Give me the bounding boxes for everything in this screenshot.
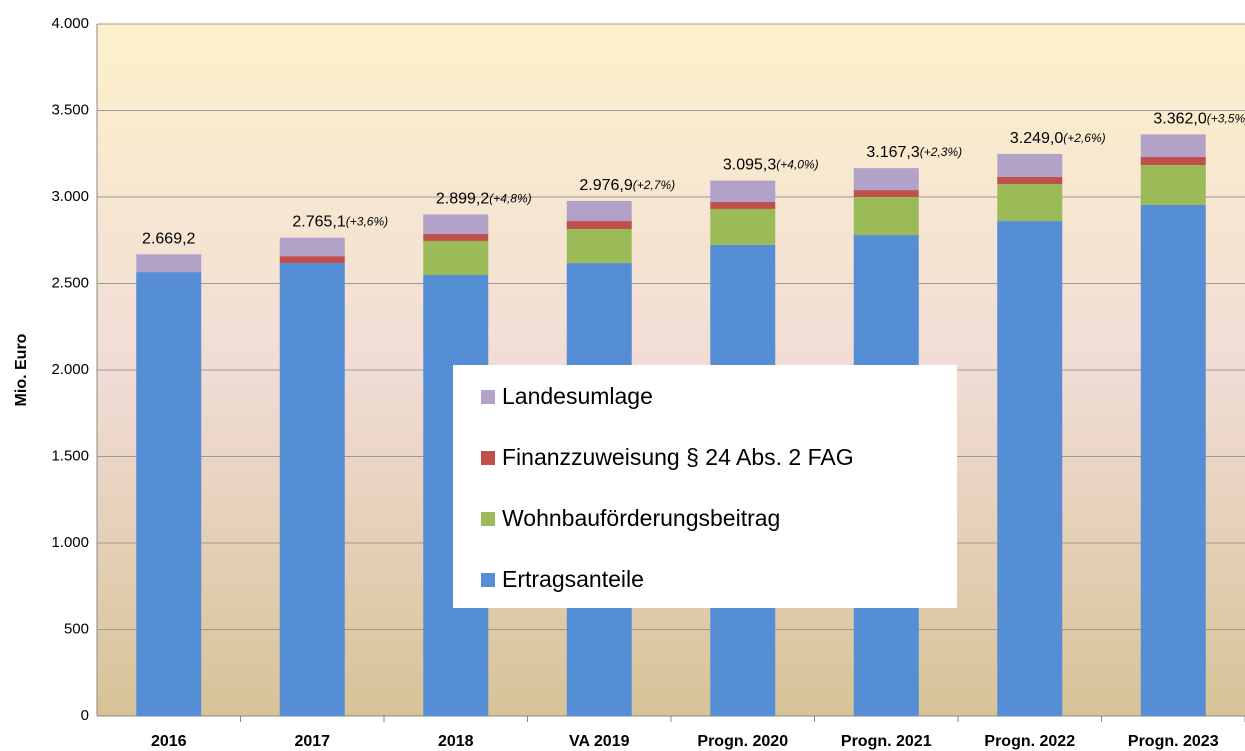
bar-segment <box>423 240 489 276</box>
legend-swatch <box>481 451 495 465</box>
bar-segment <box>853 197 919 236</box>
total-value: 3.167,3 <box>866 144 919 161</box>
bar-segment <box>997 221 1063 716</box>
x-tick-label: 2016 <box>151 733 187 750</box>
bar-segment <box>136 272 202 716</box>
total-label: 3.249,0(+2,6%) <box>1010 130 1106 147</box>
total-value: 2.765,1 <box>292 214 345 231</box>
y-tick-label: 3.500 <box>51 101 89 118</box>
total-value: 3.362,0 <box>1153 111 1206 128</box>
change-value: (+4,0%) <box>776 158 818 172</box>
bar-segment <box>1140 164 1206 205</box>
y-tick-label: 1.500 <box>51 447 89 464</box>
total-value: 2.976,9 <box>579 177 632 194</box>
y-tick-label: 1.000 <box>51 534 89 551</box>
x-tick-label: Progn. 2021 <box>841 733 932 750</box>
bar-segment <box>997 184 1063 222</box>
x-tick-label: Progn. 2020 <box>697 733 788 750</box>
total-label: 2.669,2 <box>142 230 195 247</box>
bar-segment <box>423 214 489 235</box>
bar-segment <box>423 234 489 241</box>
total-value: 3.095,3 <box>723 157 776 174</box>
change-value: (+3,5%) <box>1207 112 1245 126</box>
change-value: (+2,6%) <box>1063 131 1105 145</box>
total-label: 3.167,3(+2,3%) <box>866 144 962 161</box>
change-value: (+4,8%) <box>489 192 531 206</box>
change-value: (+2,3%) <box>920 145 962 159</box>
y-tick-label: 2.000 <box>51 361 89 378</box>
total-label: 2.899,2(+4,8%) <box>436 191 532 208</box>
x-tick-label: 2018 <box>438 733 474 750</box>
total-label: 2.765,1(+3,6%) <box>292 214 388 231</box>
bar-segment <box>566 221 632 230</box>
x-tick-label: VA 2019 <box>569 733 630 750</box>
legend-swatch <box>481 390 495 404</box>
total-value: 2.899,2 <box>436 191 489 208</box>
bar-segment <box>1140 134 1206 158</box>
total-value: 2.669,2 <box>142 230 195 247</box>
total-label: 3.362,0(+3,5%) <box>1153 111 1245 128</box>
y-tick-label: 4.000 <box>51 15 89 32</box>
bar-segment <box>566 229 632 264</box>
y-tick-label: 0 <box>81 707 89 724</box>
y-tick-label: 3.000 <box>51 188 89 205</box>
change-value: (+2,7%) <box>633 178 675 192</box>
bar-segment <box>710 208 776 245</box>
legend-label: Finanzzuweisung § 24 Abs. 2 FAG <box>502 444 854 470</box>
bar-segment <box>710 180 776 203</box>
change-value: (+3,6%) <box>346 215 388 229</box>
bar-segment <box>710 202 776 209</box>
bar-segment <box>279 263 345 716</box>
y-tick-label: 500 <box>64 620 89 637</box>
x-tick-label: 2017 <box>294 733 330 750</box>
bar-segment <box>279 256 345 264</box>
legend-swatch <box>481 573 495 587</box>
bar-segment <box>997 153 1063 177</box>
total-label: 3.095,3(+4,0%) <box>723 157 819 174</box>
x-tick-label: Progn. 2022 <box>984 733 1075 750</box>
bar-segment <box>1140 204 1206 716</box>
bar-segment <box>853 168 919 191</box>
bar-segment <box>566 200 632 222</box>
total-value: 3.249,0 <box>1010 130 1063 147</box>
total-label: 2.976,9(+2,7%) <box>579 177 675 194</box>
legend-box <box>453 365 957 608</box>
legend-swatch <box>481 512 495 526</box>
legend-label: Ertragsanteile <box>502 566 644 592</box>
bar-segment <box>853 190 919 197</box>
bar-segment <box>136 254 202 273</box>
y-axis-label: Mio. Euro <box>13 333 30 406</box>
x-tick-label: Progn. 2023 <box>1128 733 1219 750</box>
legend-label: Wohnbauförderungsbeitrag <box>502 505 780 531</box>
y-tick-label: 2.500 <box>51 274 89 291</box>
bar-segment <box>997 176 1063 185</box>
legend-label: Landesumlage <box>502 383 653 409</box>
bar-segment <box>1140 157 1206 165</box>
bar-segment <box>279 237 345 257</box>
